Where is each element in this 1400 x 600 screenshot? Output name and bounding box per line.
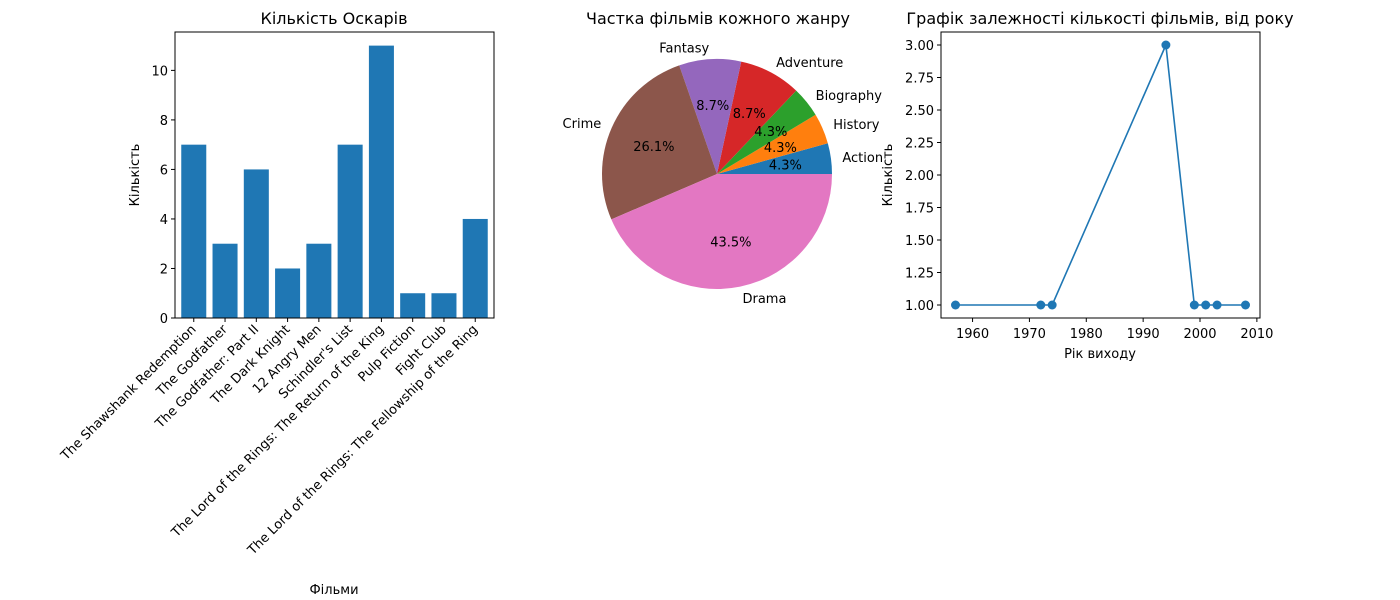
pie-slice [717,61,797,174]
pie-slice [717,143,832,174]
line-y-tick-label: 1.25 [905,267,934,282]
bar [275,268,301,318]
bar [181,144,207,318]
pie-slice-percent: 4.3% [754,125,787,140]
line-point [951,300,960,310]
pie-slice-label: Crime [563,117,602,132]
line-chart-x-ticks: 1960 1970 1980 1990 2000 2010 [956,318,1273,342]
line-point [1036,300,1046,310]
pie-chart-slices [602,58,832,289]
pie-chart-genres: Частка фільмів кожного жанру Action 4.3% H… [563,9,884,307]
pie-slice [679,58,742,174]
pie-slice-percent: 26.1% [633,140,674,155]
bar [243,169,269,318]
bar-chart-oscars: Кількість Оскарів 0 2 4 6 8 10 The Shawshank … [58,9,495,598]
pie-slice-label: History [833,118,880,133]
pie-slice-label: Biography [816,89,883,104]
bar [431,293,457,318]
line-point [1047,300,1057,310]
line-chart-axes-frame [940,31,1261,319]
bar-y-tick-label: 6 [160,163,168,178]
pie-slice [717,114,828,174]
line-point [1161,40,1171,50]
line-point [1189,300,1199,310]
line-y-tick-label: 2.25 [905,137,934,152]
pie-slice [611,174,832,289]
bar-x-tick-label: The Shawshank Redemption [58,322,200,464]
bar-y-tick-label: 10 [151,64,168,79]
line-x-tick-label: 1960 [956,327,989,342]
line-y-tick-label: 1.75 [905,202,934,217]
pie-slice-label: Fantasy [659,42,709,57]
line-y-tick-label: 3.00 [905,39,934,54]
line-chart-years: Графік залежності кількості фільмів, від… [881,9,1294,362]
pie-slice-label: Action [842,151,883,166]
bar-chart-y-label: Кількість [128,144,143,207]
bar-chart-x-label: Фільми [309,583,358,598]
pie-slice [602,65,717,220]
line-y-tick-label: 1.50 [905,234,934,249]
line-point [1201,300,1211,310]
line-chart-y-ticks: 1.00 1.25 1.50 1.75 2.00 2.25 2.50 2.75 3.00 [905,39,941,314]
bar-chart-y-ticks: 0 2 4 6 8 10 [151,64,175,327]
pie-slice-percent: 8.7% [733,107,766,122]
bar [462,218,488,318]
bar-y-tick-label: 0 [160,312,168,327]
line-x-tick-label: 1980 [1070,327,1103,342]
bar [368,45,394,318]
bar-chart-axes-frame [174,31,495,319]
line-point [1241,300,1250,310]
bar-chart-title: Кількість Оскарів [260,9,407,28]
line-y-tick-label: 2.75 [905,72,934,87]
bar [306,243,332,318]
bar [337,144,363,318]
line-chart-y-label: Кількість [881,144,896,207]
bar-y-tick-label: 8 [160,114,168,129]
pie-slice-percent: 4.3% [769,159,802,174]
line-chart-series [951,40,1250,310]
bar-chart-bars [181,45,488,318]
line-y-tick-label: 1.00 [905,299,934,314]
line-point [1212,300,1222,310]
pie-slice-percent: 4.3% [764,141,797,156]
bar-y-tick-label: 4 [160,213,168,228]
line-x-tick-label: 2010 [1240,327,1273,342]
line-x-tick-label: 1970 [1013,327,1046,342]
line-x-tick-label: 1990 [1127,327,1160,342]
bar [212,243,238,318]
line-y-tick-label: 2.00 [905,169,934,184]
line-chart-title: Графік залежності кількості фільмів, від… [906,9,1293,28]
line-x-tick-label: 2000 [1183,327,1216,342]
line-y-tick-label: 2.50 [905,104,934,119]
line-chart-x-label: Рік виходу [1064,347,1136,362]
pie-slice-percent: 8.7% [696,99,729,114]
pie-slice-label: Drama [742,292,786,307]
pie-slice-percent: 43.5% [710,236,751,251]
bar-y-tick-label: 2 [160,262,168,277]
pie-slice [717,90,816,174]
pie-chart-title: Частка фільмів кожного жанру [586,9,850,28]
line-series-path [955,41,1246,306]
pie-slice-label: Adventure [776,56,843,71]
bar [400,293,426,318]
pie-chart-labels: Action 4.3% History 4.3% Biography 4.3% Advent… [563,42,884,307]
